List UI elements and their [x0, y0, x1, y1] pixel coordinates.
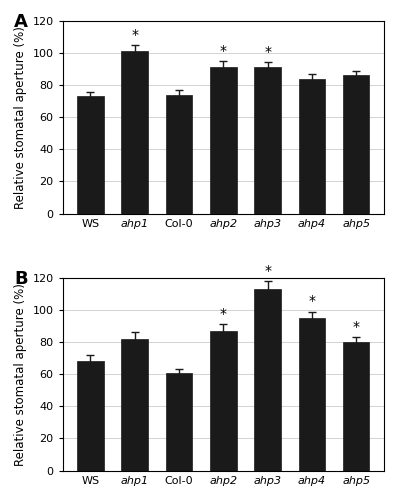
Bar: [77, 96, 104, 214]
Bar: [210, 68, 237, 214]
Bar: [121, 339, 148, 470]
Text: *: *: [264, 44, 271, 59]
Y-axis label: Relative stomatal aperture (%): Relative stomatal aperture (%): [14, 26, 27, 208]
Bar: [254, 68, 281, 214]
Bar: [298, 78, 325, 214]
Text: *: *: [308, 294, 316, 308]
Bar: [121, 52, 148, 214]
Bar: [166, 372, 192, 470]
Bar: [77, 362, 104, 470]
Text: *: *: [220, 307, 227, 321]
Y-axis label: Relative stomatal aperture (%): Relative stomatal aperture (%): [14, 283, 27, 466]
Bar: [166, 95, 192, 214]
Bar: [343, 342, 369, 470]
Bar: [343, 76, 369, 214]
Text: *: *: [264, 264, 271, 278]
Text: A: A: [14, 13, 28, 31]
Bar: [210, 331, 237, 470]
Bar: [298, 318, 325, 470]
Text: B: B: [14, 270, 28, 288]
Text: *: *: [220, 44, 227, 58]
Bar: [254, 289, 281, 470]
Text: *: *: [131, 28, 138, 42]
Text: *: *: [353, 320, 360, 334]
